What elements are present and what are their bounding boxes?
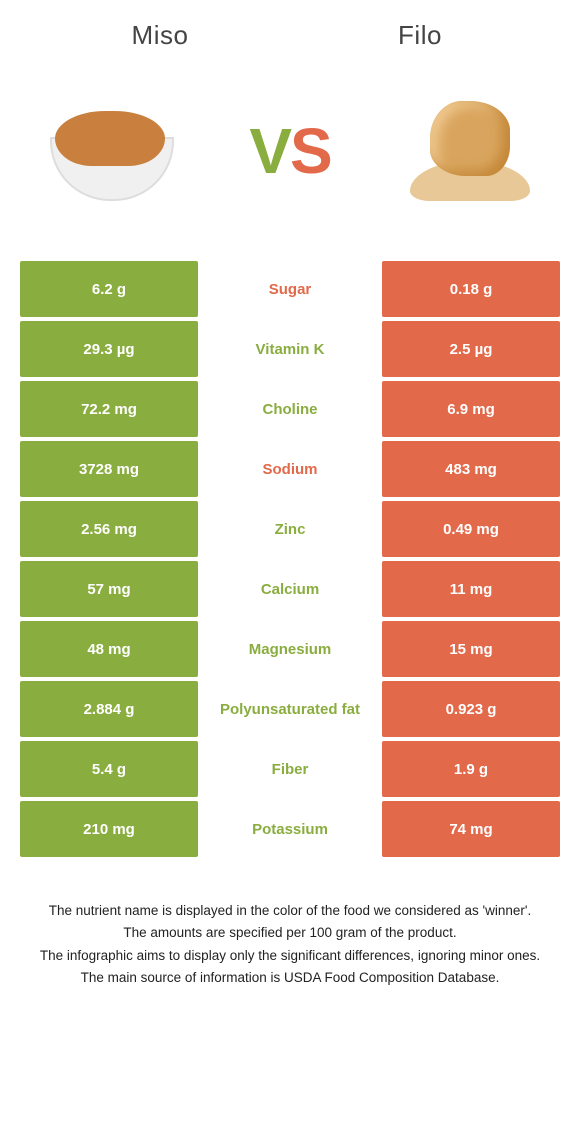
right-value-cell: 0.923 g xyxy=(382,681,560,737)
left-value-cell: 210 mg xyxy=(20,801,198,857)
right-value-cell: 15 mg xyxy=(382,621,560,677)
right-value-cell: 1.9 g xyxy=(382,741,560,797)
table-row: 48 mgMagnesium15 mg xyxy=(20,621,560,677)
nutrient-label-cell: Vitamin K xyxy=(198,321,382,377)
table-row: 72.2 mgCholine6.9 mg xyxy=(20,381,560,437)
footnote-line: The infographic aims to display only the… xyxy=(30,946,550,966)
vs-s: S xyxy=(290,115,331,187)
nutrient-label-cell: Polyunsaturated fat xyxy=(198,681,382,737)
right-food-image xyxy=(390,81,550,221)
left-value-cell: 6.2 g xyxy=(20,261,198,317)
table-row: 57 mgCalcium11 mg xyxy=(20,561,560,617)
nutrient-label-cell: Magnesium xyxy=(198,621,382,677)
table-row: 3728 mgSodium483 mg xyxy=(20,441,560,497)
nutrient-label-cell: Fiber xyxy=(198,741,382,797)
right-value-cell: 0.18 g xyxy=(382,261,560,317)
nutrient-label-cell: Potassium xyxy=(198,801,382,857)
right-value-cell: 6.9 mg xyxy=(382,381,560,437)
nutrient-label-cell: Sodium xyxy=(198,441,382,497)
right-value-cell: 11 mg xyxy=(382,561,560,617)
vs-v: V xyxy=(249,115,290,187)
footnote-line: The amounts are specified per 100 gram o… xyxy=(30,923,550,943)
left-value-cell: 3728 mg xyxy=(20,441,198,497)
table-row: 2.884 gPolyunsaturated fat0.923 g xyxy=(20,681,560,737)
left-value-cell: 29.3 µg xyxy=(20,321,198,377)
right-value-cell: 0.49 mg xyxy=(382,501,560,557)
images-row: VS xyxy=(0,61,580,261)
nutrient-label-cell: Sugar xyxy=(198,261,382,317)
footnote-line: The nutrient name is displayed in the co… xyxy=(30,901,550,921)
right-value-cell: 483 mg xyxy=(382,441,560,497)
table-row: 5.4 gFiber1.9 g xyxy=(20,741,560,797)
nutrient-table: 6.2 gSugar0.18 g29.3 µgVitamin K2.5 µg72… xyxy=(0,261,580,857)
left-value-cell: 5.4 g xyxy=(20,741,198,797)
miso-bowl-icon xyxy=(40,101,180,201)
left-value-cell: 48 mg xyxy=(20,621,198,677)
table-row: 2.56 mgZinc0.49 mg xyxy=(20,501,560,557)
left-value-cell: 57 mg xyxy=(20,561,198,617)
right-value-cell: 74 mg xyxy=(382,801,560,857)
nutrient-label-cell: Calcium xyxy=(198,561,382,617)
right-value-cell: 2.5 µg xyxy=(382,321,560,377)
table-row: 29.3 µgVitamin K2.5 µg xyxy=(20,321,560,377)
left-food-image xyxy=(30,81,190,221)
left-value-cell: 2.56 mg xyxy=(20,501,198,557)
left-value-cell: 72.2 mg xyxy=(20,381,198,437)
header: Miso Filo xyxy=(0,0,580,61)
left-food-title: Miso xyxy=(30,20,290,51)
left-value-cell: 2.884 g xyxy=(20,681,198,737)
filo-pastry-icon xyxy=(405,96,535,206)
vs-label: VS xyxy=(249,119,330,183)
right-food-title: Filo xyxy=(290,20,550,51)
footnote-line: The main source of information is USDA F… xyxy=(30,968,550,988)
table-row: 6.2 gSugar0.18 g xyxy=(20,261,560,317)
table-row: 210 mgPotassium74 mg xyxy=(20,801,560,857)
footnotes: The nutrient name is displayed in the co… xyxy=(0,861,580,1010)
nutrient-label-cell: Zinc xyxy=(198,501,382,557)
nutrient-label-cell: Choline xyxy=(198,381,382,437)
